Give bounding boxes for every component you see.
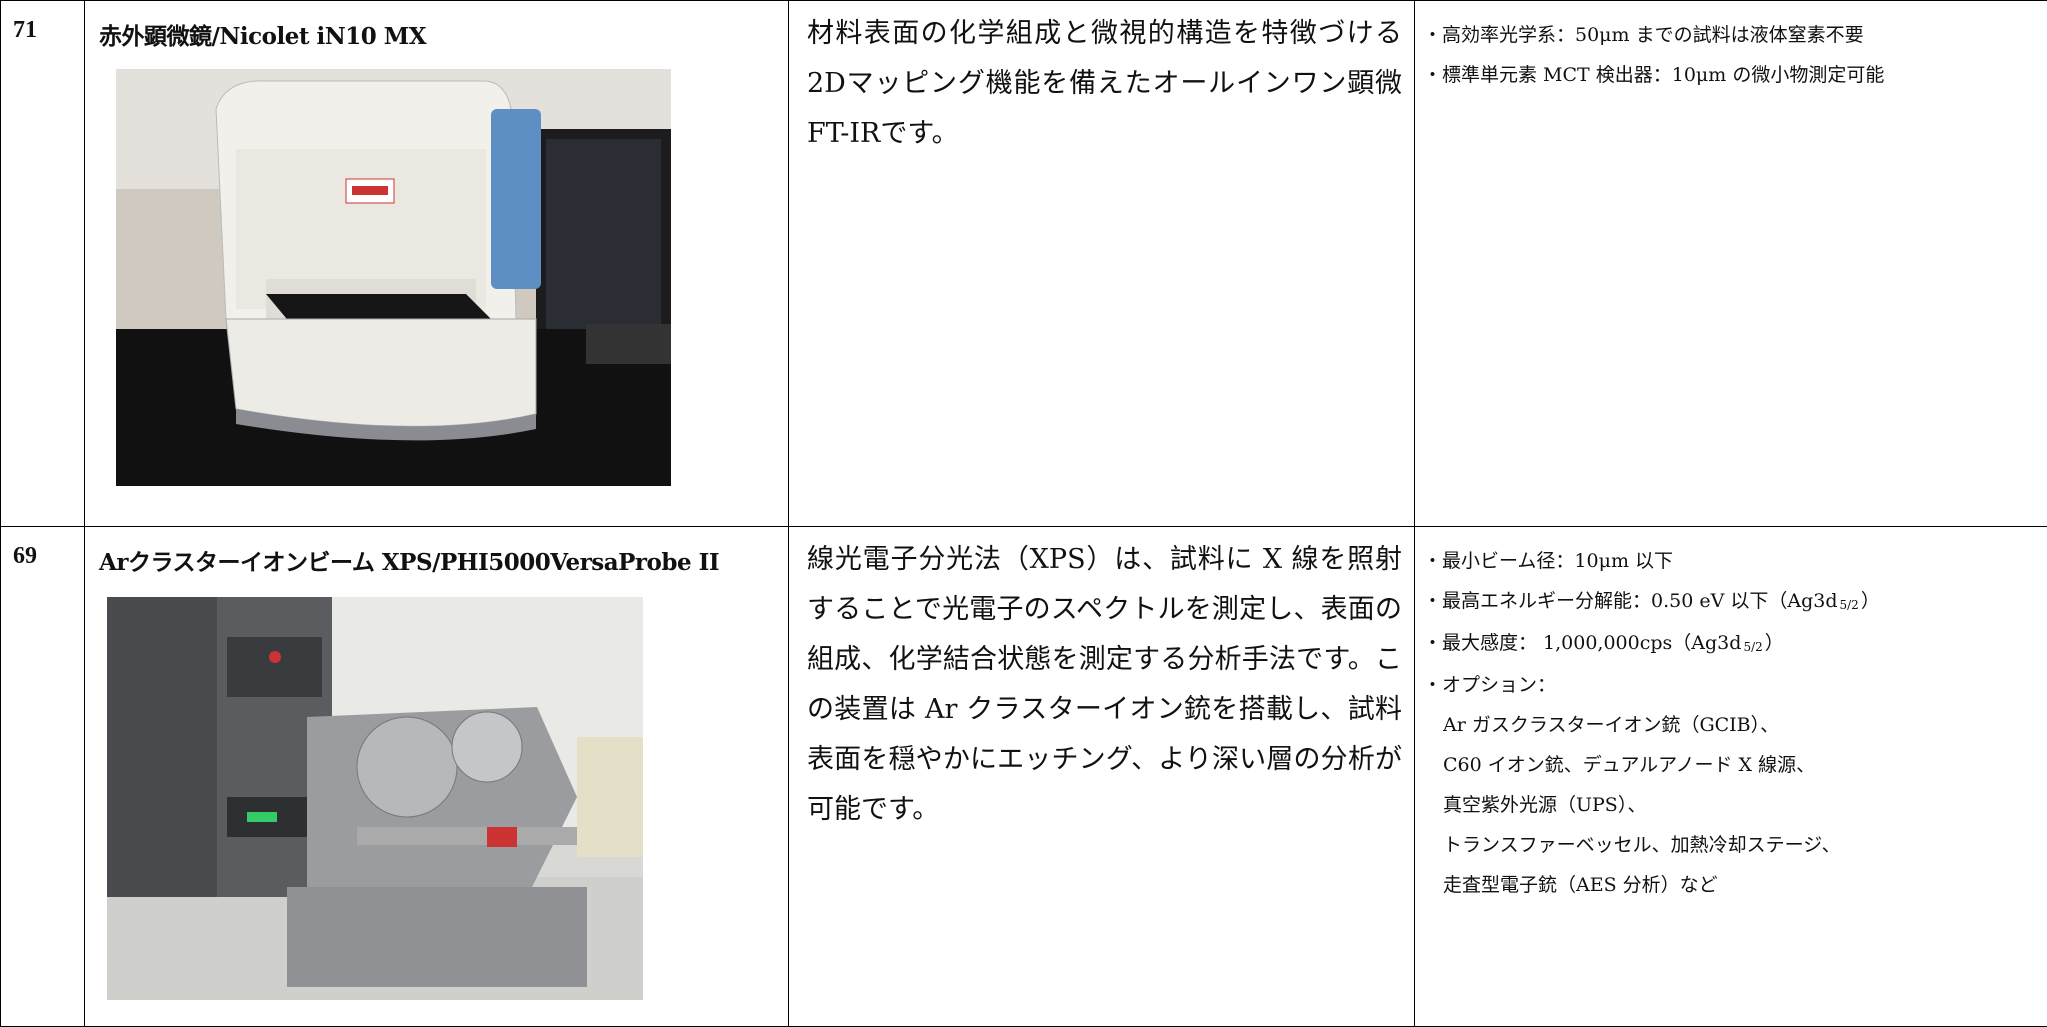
spec-text: ・標準単元素 MCT 検出器：10μm の微小物測定可能	[1423, 64, 1884, 86]
spec-option: トランスファーベッセル、加熱冷却ステージ、	[1423, 825, 2039, 865]
spec-text: ）	[1861, 590, 1880, 612]
spec-text: ・最小ビーム径：10μm 以下	[1423, 550, 1673, 572]
equipment-photo	[116, 69, 671, 486]
spec-line: ・標準単元素 MCT 検出器：10μm の微小物測定可能	[1423, 55, 2039, 95]
description: 材料表面の化学組成と微視的構造を特徴づける2Dマッピング機能を備えたオールインワ…	[789, 1, 1415, 527]
name-cell: 赤外顕微鏡/Nicolet iN10 MX	[85, 1, 789, 527]
description: 線光電子分光法（XPS）は、試料に X 線を照射することで光電子のスペクトルを測…	[789, 527, 1415, 1027]
equipment-photo	[107, 597, 643, 1000]
name-cell: Arクラスターイオンビーム XPS/PHI5000VersaProbe II	[85, 527, 789, 1027]
spec-text: ）	[1765, 632, 1784, 654]
spec-text: ・最大感度： 1,000,000cps（Ag3d	[1423, 632, 1741, 654]
spec-text: ・高効率光学系：50μm までの試料は液体窒素不要	[1423, 24, 1864, 46]
spec-line: ・高効率光学系：50μm までの試料は液体窒素不要	[1423, 15, 2039, 55]
spec-option: C60 イオン銃、デュアルアノード X 線源、	[1423, 745, 2039, 785]
spec-option: Ar ガスクラスターイオン銃（GCIB）、	[1423, 705, 2039, 745]
equipment-name: Arクラスターイオンビーム XPS/PHI5000VersaProbe II	[85, 527, 788, 577]
row-number: 69	[1, 527, 85, 1027]
spec-list: ・最小ビーム径：10μm 以下・最高エネルギー分解能：0.50 eV 以下（Ag…	[1415, 527, 2047, 1027]
spec-line: ・オプション：	[1423, 665, 2039, 705]
spec-option: 真空紫外光源（UPS）、	[1423, 785, 2039, 825]
table-row: 69 Arクラスターイオンビーム XPS/PHI5000VersaProbe I…	[1, 527, 2047, 1027]
row-number: 71	[1, 1, 85, 527]
spec-list: ・高効率光学系：50μm までの試料は液体窒素不要・標準単元素 MCT 検出器：…	[1415, 1, 2047, 527]
subscript: 5/2	[1840, 598, 1859, 612]
equipment-name: 赤外顕微鏡/Nicolet iN10 MX	[85, 1, 788, 51]
spec-option: 走査型電子銃（AES 分析）など	[1423, 865, 2039, 905]
spec-line: ・最小ビーム径：10μm 以下	[1423, 541, 2039, 581]
subscript: 5/2	[1743, 640, 1762, 654]
table-row: 71 赤外顕微鏡/Nicolet iN10 MX	[1, 1, 2047, 527]
spec-text: ・オプション：	[1423, 674, 1556, 696]
spec-text: ・最高エネルギー分解能：0.50 eV 以下（Ag3d	[1423, 590, 1838, 612]
